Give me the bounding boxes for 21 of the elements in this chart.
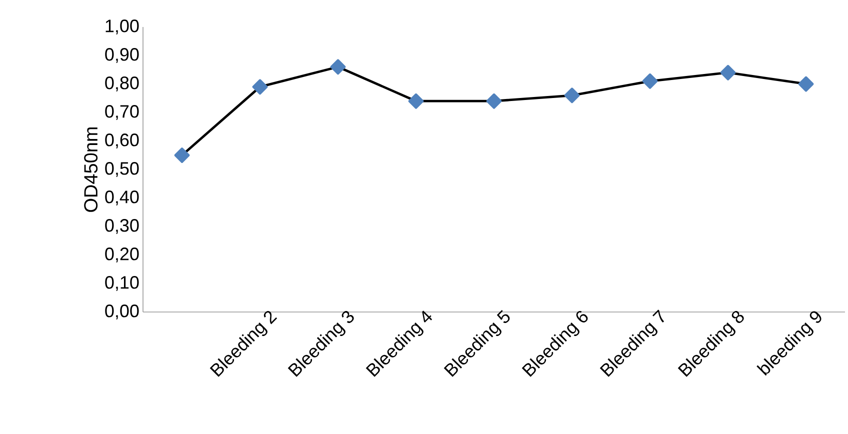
y-tick-label: 0,20 <box>105 248 139 262</box>
y-tick-label: 0,50 <box>105 162 139 177</box>
y-tick-label: 0,00 <box>105 304 139 320</box>
y-tick-label: 0,70 <box>105 105 139 120</box>
point <box>174 148 190 163</box>
point <box>642 73 658 89</box>
y-axis-title: OD450nm <box>84 127 98 212</box>
y-tick-label: 0,80 <box>105 76 139 92</box>
point <box>720 64 736 80</box>
point <box>252 79 268 95</box>
point <box>408 93 424 109</box>
point <box>564 88 580 104</box>
point <box>330 59 346 75</box>
point <box>486 93 502 109</box>
y-tick-label: 0,10 <box>105 276 139 291</box>
y-tick-label: 1,00 <box>106 20 139 34</box>
point <box>798 76 814 92</box>
y-tick-label: 0,60 <box>105 134 139 148</box>
y-tick-label: 0,40 <box>105 190 139 206</box>
y-tick-label: 0,90 <box>105 48 139 63</box>
y-tick-label: 0,30 <box>105 219 139 234</box>
